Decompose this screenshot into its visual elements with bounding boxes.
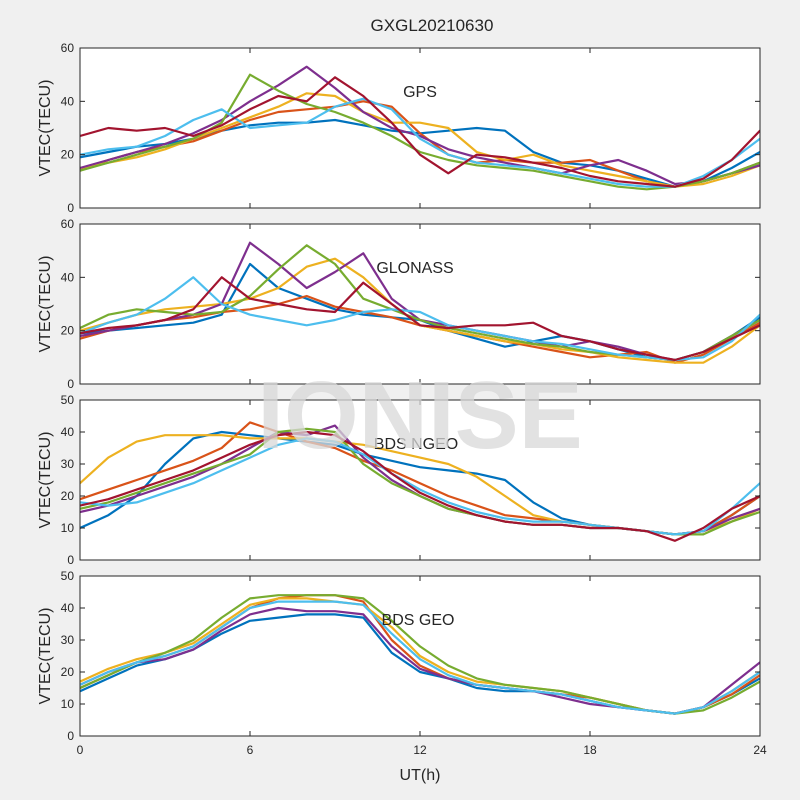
series-group — [80, 241, 760, 364]
y-tick-label: 40 — [61, 425, 75, 439]
panel-label: GPS — [403, 84, 437, 101]
series-line-6 — [80, 276, 760, 362]
x-tick-label: 0 — [77, 743, 84, 757]
series-group — [80, 65, 760, 191]
x-tick-label: 18 — [583, 743, 597, 757]
y-tick-label: 60 — [61, 41, 75, 55]
series-line-7 — [80, 430, 760, 542]
watermark-text: IONISE — [257, 362, 582, 469]
figure-title: GXGL20210630 — [371, 16, 494, 35]
y-tick-label: 40 — [61, 94, 75, 108]
y-tick-label: 20 — [61, 489, 75, 503]
y-tick-label: 0 — [67, 729, 74, 743]
panel-4: 0 6 12 18 24 0 10 20 30 40 50 VTEC(TECU) BDS GEO — [37, 569, 767, 757]
y-tick-label: 40 — [61, 270, 75, 284]
panel-label: BDS NGEO — [374, 436, 458, 453]
y-tick-label: 20 — [61, 148, 75, 162]
y-tick-label: 50 — [61, 393, 75, 407]
series-line-7 — [80, 76, 760, 188]
x-tick-label: 24 — [753, 743, 767, 757]
y-tick-label: 40 — [61, 601, 75, 615]
y-tick-label: 20 — [61, 324, 75, 338]
panel-2: 0 20 40 60 VTEC(TECU) GLONASS — [37, 217, 761, 391]
y-tick-label: 10 — [61, 521, 75, 535]
y-tick-label: 0 — [67, 553, 74, 567]
y-tick-label: 20 — [61, 665, 75, 679]
panel-label: BDS GEO — [382, 612, 455, 629]
axes-box — [79, 575, 761, 737]
axes-box — [79, 47, 761, 209]
y-axis-label: VTEC(TECU) — [37, 256, 54, 353]
axes-box — [79, 223, 761, 385]
series-line-6 — [80, 600, 760, 715]
panel-1: 0 20 40 60 VTEC(TECU) GPS — [37, 41, 761, 215]
series-line-6 — [80, 97, 760, 188]
y-axis-label: VTEC(TECU) — [37, 432, 54, 529]
panel-label: GLONASS — [376, 260, 453, 277]
series-group — [80, 594, 760, 715]
y-tick-label: 10 — [61, 697, 75, 711]
y-tick-label: 0 — [67, 201, 74, 215]
y-tick-label: 30 — [61, 633, 75, 647]
y-axis-label: VTEC(TECU) — [37, 608, 54, 705]
panel-3: 0 10 20 30 40 50 VTEC(TECU) BDS NGEO — [37, 393, 761, 567]
y-tick-label: 30 — [61, 457, 75, 471]
plot-area — [80, 400, 760, 560]
y-tick-label: 0 — [67, 377, 74, 391]
y-tick-label: 60 — [61, 217, 75, 231]
series-line-5 — [80, 73, 760, 191]
x-tick-label: 12 — [413, 743, 427, 757]
y-tick-label: 50 — [61, 569, 75, 583]
series-line-7 — [80, 276, 760, 362]
x-tick-label: 6 — [247, 743, 254, 757]
x-axis-label: UT(h) — [400, 767, 441, 784]
series-group — [80, 421, 760, 542]
series-line-4 — [80, 65, 760, 186]
y-axis-label: VTEC(TECU) — [37, 80, 54, 177]
axes-box — [79, 399, 761, 561]
